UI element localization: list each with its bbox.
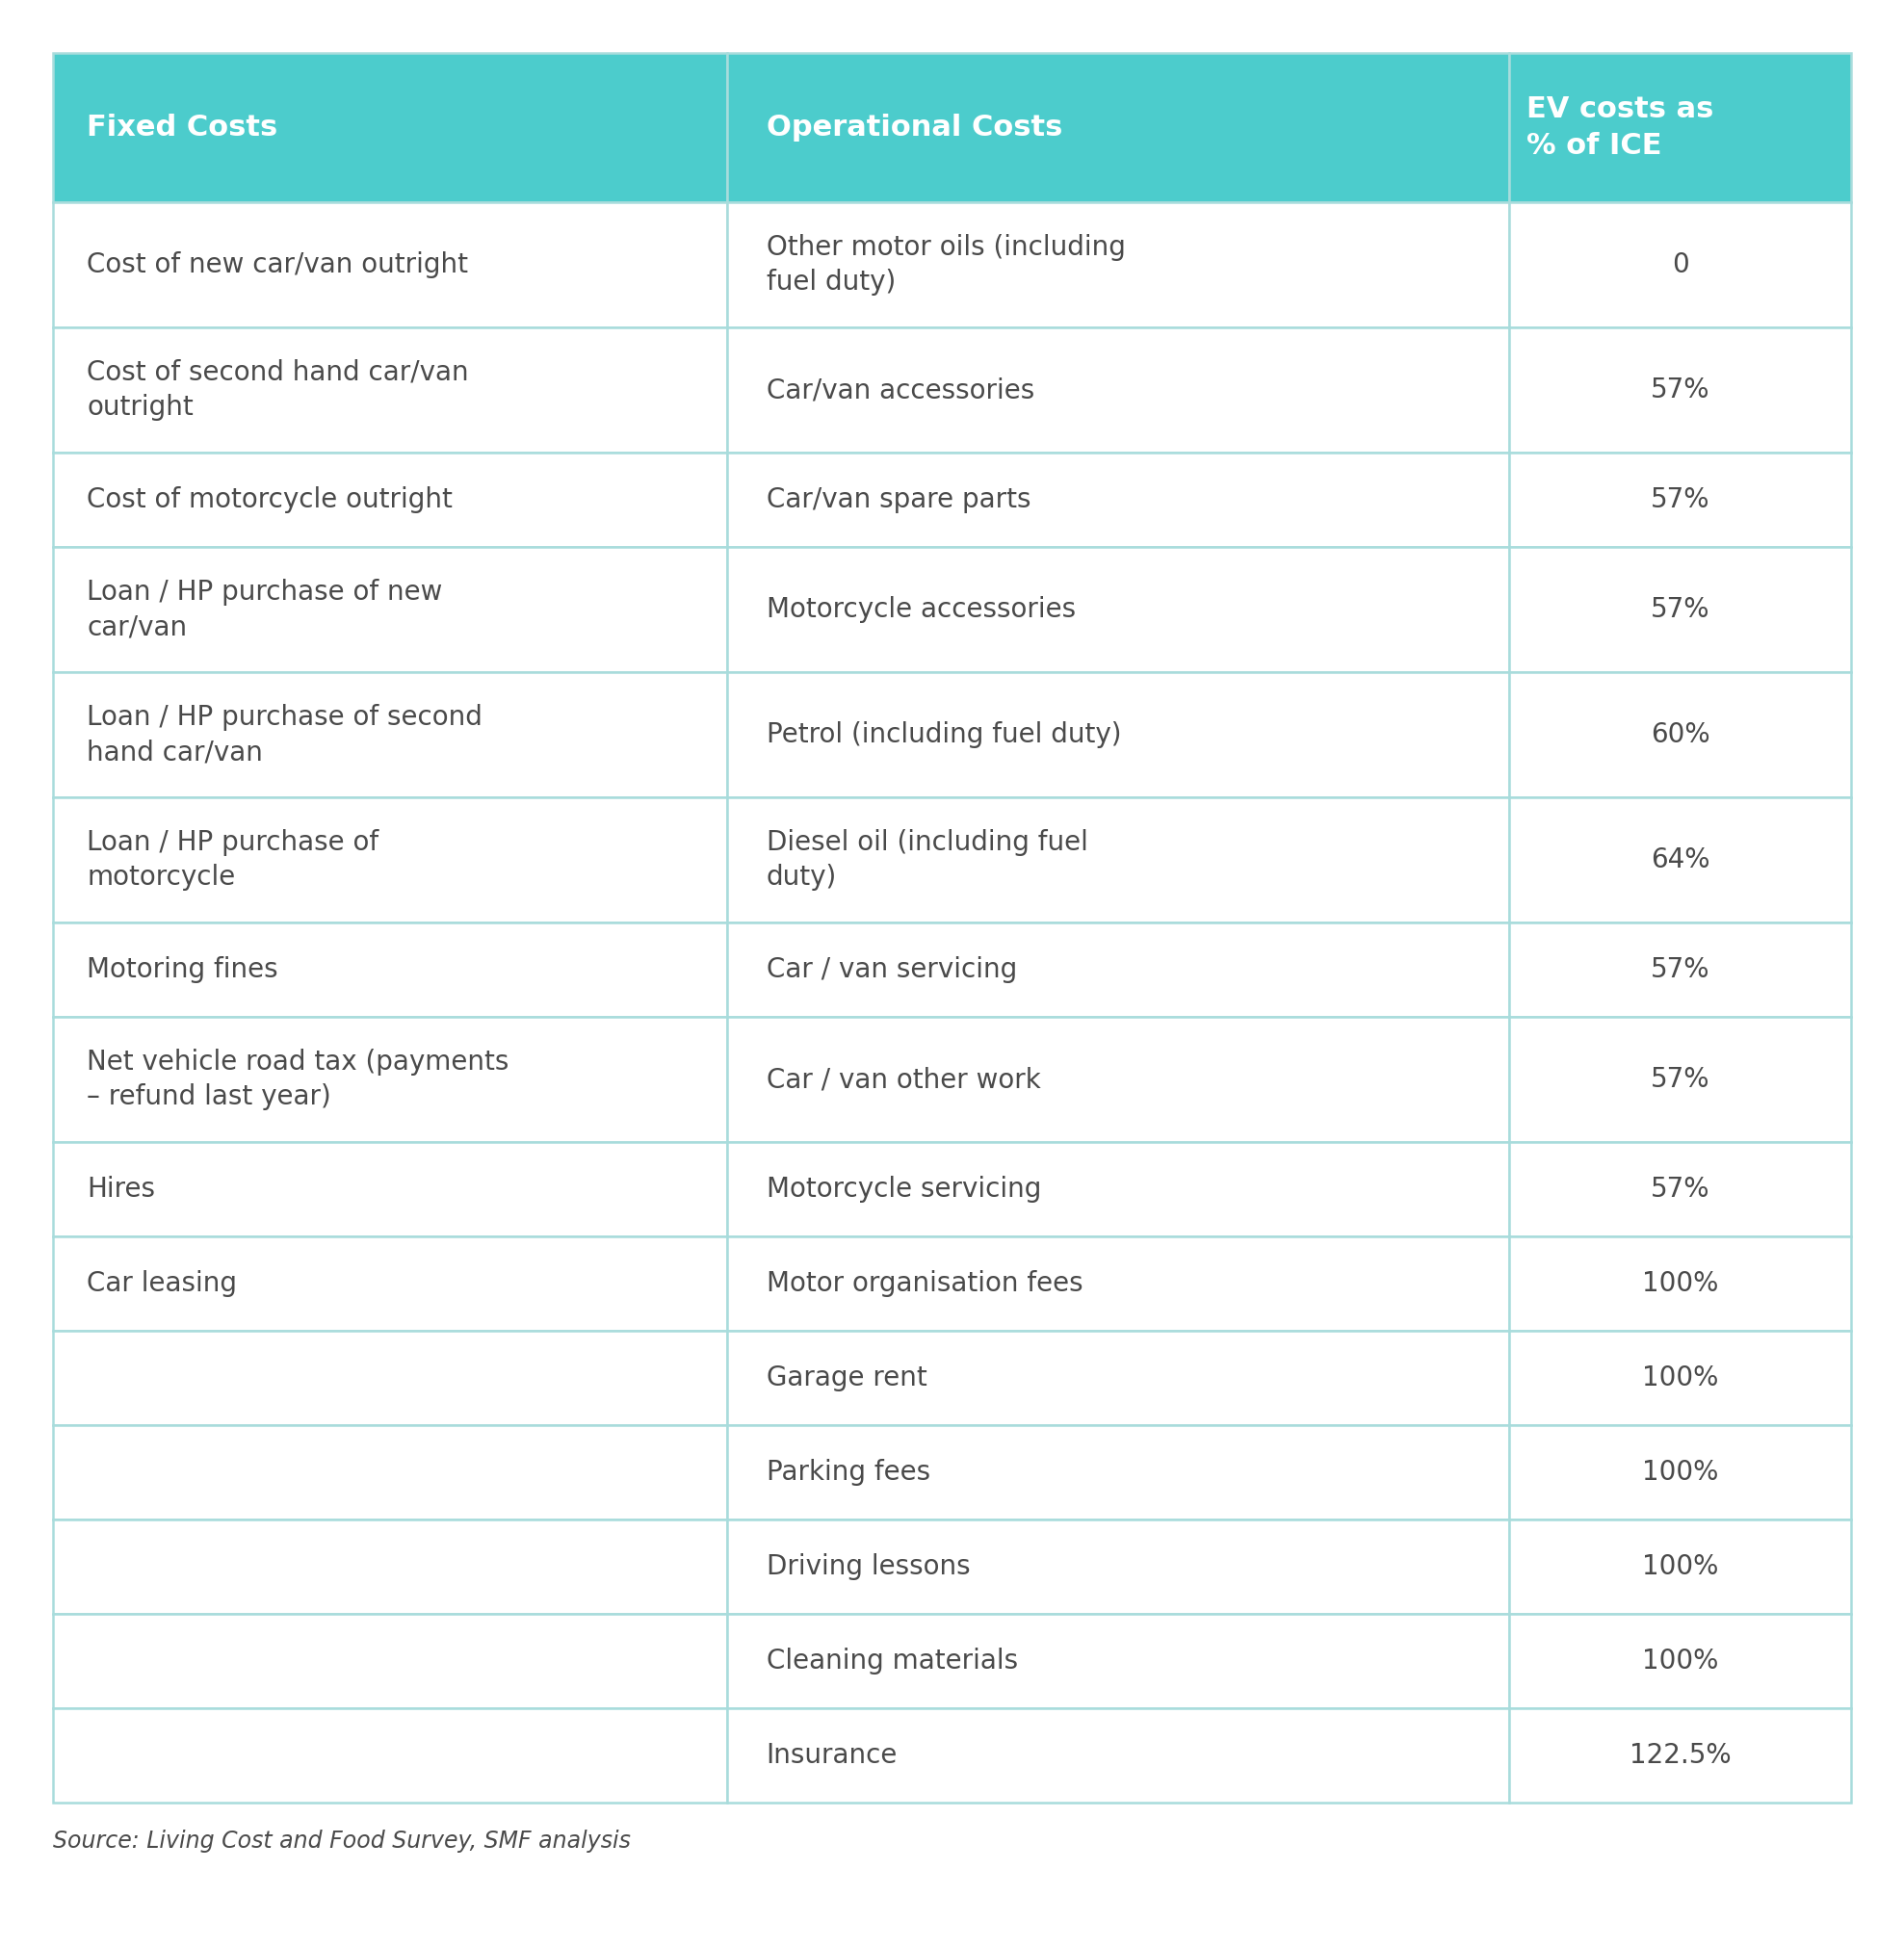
Bar [727,452,1510,547]
Bar [1510,1613,1851,1708]
Bar [53,672,727,797]
Text: EV costs as
% of ICE: EV costs as % of ICE [1527,95,1714,160]
Text: 100%: 100% [1641,1648,1719,1675]
Bar [727,1519,1510,1613]
Text: 57%: 57% [1651,596,1710,623]
Text: 0: 0 [1672,251,1689,279]
Text: 100%: 100% [1641,1553,1719,1580]
Bar [727,1142,1510,1237]
Text: Insurance: Insurance [765,1742,897,1769]
Text: 100%: 100% [1641,1459,1719,1486]
Text: Motor organisation fees: Motor organisation fees [765,1270,1083,1297]
Bar [53,1142,727,1237]
Bar [53,1330,727,1426]
Text: 57%: 57% [1651,376,1710,403]
Text: Loan / HP purchase of
motorcycle: Loan / HP purchase of motorcycle [88,828,379,890]
Text: Motorcycle servicing: Motorcycle servicing [765,1177,1041,1202]
Bar [1510,327,1851,452]
Text: 60%: 60% [1651,721,1710,748]
Text: Petrol (including fuel duty): Petrol (including fuel duty) [765,721,1121,748]
Bar [53,1237,727,1330]
Text: Parking fees: Parking fees [765,1459,931,1486]
Text: 57%: 57% [1651,956,1710,984]
Bar [1510,1142,1851,1237]
Text: 57%: 57% [1651,1066,1710,1093]
Bar [727,1330,1510,1426]
Bar [53,53,727,203]
Bar [1510,1426,1851,1519]
Bar [727,327,1510,452]
Text: 57%: 57% [1651,487,1710,512]
Text: 122.5%: 122.5% [1630,1742,1731,1769]
Bar [1510,452,1851,547]
Bar [53,1708,727,1802]
Bar [53,1613,727,1708]
Bar [727,923,1510,1017]
Text: Car/van spare parts: Car/van spare parts [765,487,1030,512]
Bar [1510,1237,1851,1330]
Text: Source: Living Cost and Food Survey, SMF analysis: Source: Living Cost and Food Survey, SMF… [53,1829,630,1853]
Bar [727,53,1510,203]
Text: Net vehicle road tax (payments
– refund last year): Net vehicle road tax (payments – refund … [88,1048,508,1110]
Text: Car/van accessories: Car/van accessories [765,376,1034,403]
Text: Loan / HP purchase of second
hand car/van: Loan / HP purchase of second hand car/va… [88,703,482,766]
Text: Cost of motorcycle outright: Cost of motorcycle outright [88,487,453,512]
Bar [53,452,727,547]
Text: Cost of second hand car/van
outright: Cost of second hand car/van outright [88,358,468,421]
Text: Cost of new car/van outright: Cost of new car/van outright [88,251,468,279]
Bar [1510,53,1851,203]
Text: Fixed Costs: Fixed Costs [88,113,278,142]
Text: Garage rent: Garage rent [765,1364,927,1391]
Text: Cleaning materials: Cleaning materials [765,1648,1019,1675]
Bar [1510,797,1851,923]
Bar [53,1519,727,1613]
Text: Car / van other work: Car / van other work [765,1066,1041,1093]
Text: Operational Costs: Operational Costs [765,113,1062,142]
Bar [1510,1330,1851,1426]
Bar [53,1017,727,1142]
Bar [53,797,727,923]
Bar [1510,1519,1851,1613]
Bar [727,1017,1510,1142]
Text: Driving lessons: Driving lessons [765,1553,971,1580]
Text: Motorcycle accessories: Motorcycle accessories [765,596,1076,623]
Bar [1510,1708,1851,1802]
Bar [1510,1017,1851,1142]
Bar [727,1613,1510,1708]
Bar [727,203,1510,327]
Bar [53,203,727,327]
Bar [53,327,727,452]
Bar [53,547,727,672]
Text: Diesel oil (including fuel
duty): Diesel oil (including fuel duty) [765,828,1087,890]
Text: Hires: Hires [88,1177,154,1202]
Bar [1510,547,1851,672]
Bar [727,672,1510,797]
Text: Car leasing: Car leasing [88,1270,236,1297]
Text: 64%: 64% [1651,847,1710,873]
Bar [1510,672,1851,797]
Bar [727,547,1510,672]
Text: 100%: 100% [1641,1270,1719,1297]
Text: Motoring fines: Motoring fines [88,956,278,984]
Text: Car / van servicing: Car / van servicing [765,956,1017,984]
Bar [53,1426,727,1519]
Text: 100%: 100% [1641,1364,1719,1391]
Bar [727,1237,1510,1330]
Bar [1510,923,1851,1017]
Bar [53,923,727,1017]
Bar [727,797,1510,923]
Bar [727,1426,1510,1519]
Bar [1510,203,1851,327]
Text: 57%: 57% [1651,1177,1710,1202]
Text: Other motor oils (including
fuel duty): Other motor oils (including fuel duty) [765,234,1125,296]
Bar [727,1708,1510,1802]
Text: Loan / HP purchase of new
car/van: Loan / HP purchase of new car/van [88,579,442,641]
